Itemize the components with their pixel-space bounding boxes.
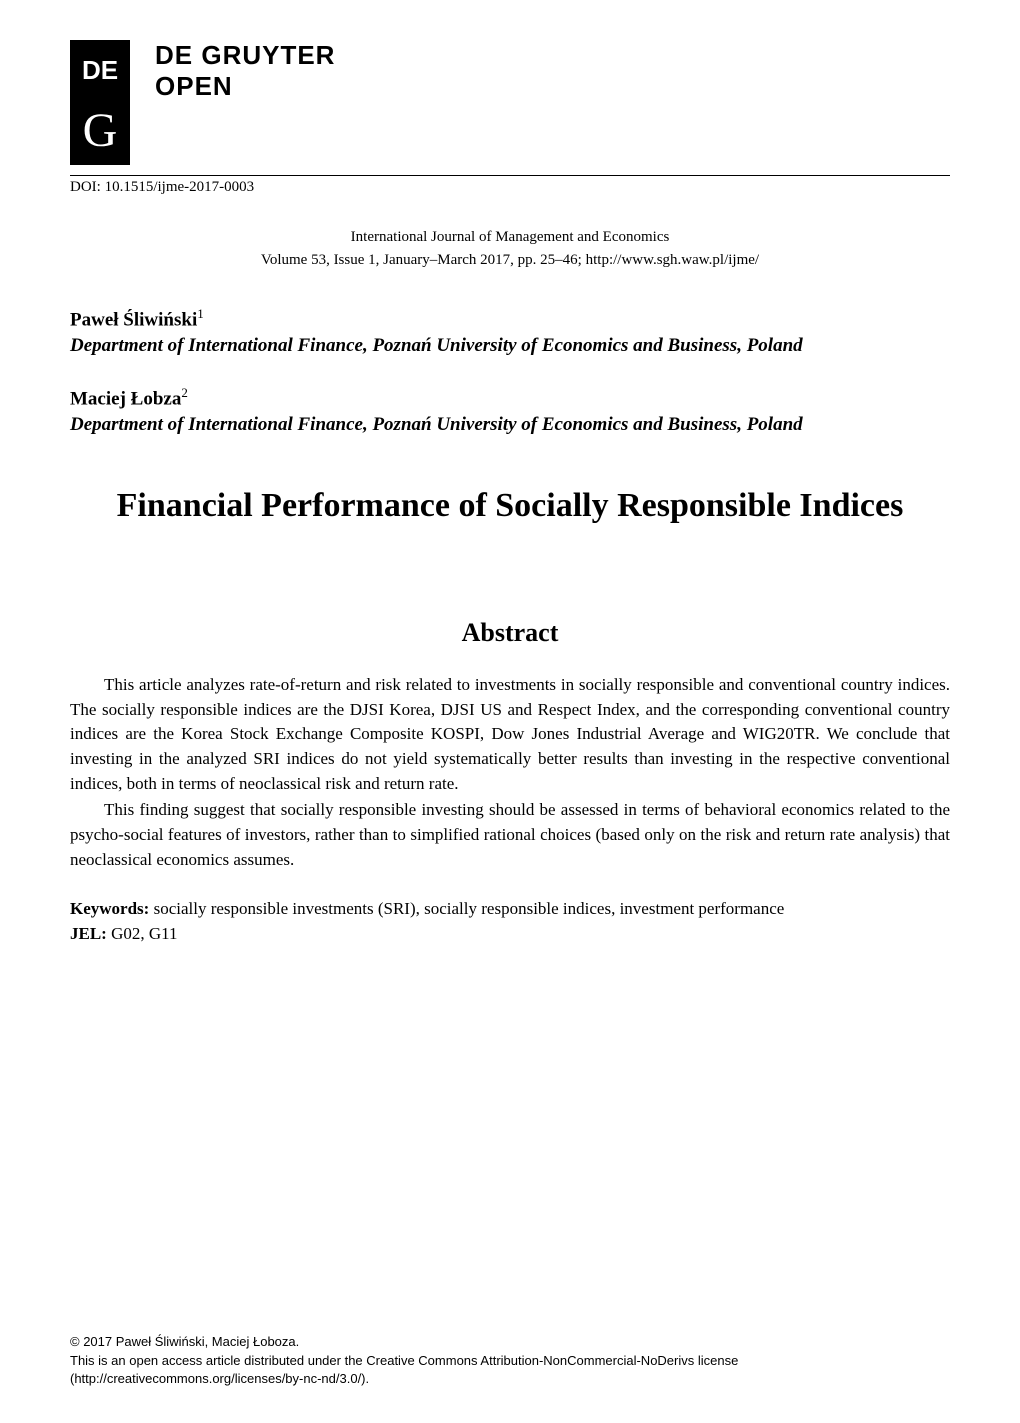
copyright-text: © 2017 Paweł Śliwiński, Maciej Łoboza. bbox=[70, 1333, 950, 1351]
author-block: Maciej Łobza2 Department of Internationa… bbox=[70, 385, 950, 439]
article-title: Financial Performance of Socially Respon… bbox=[70, 484, 950, 528]
jel-text: G02, G11 bbox=[111, 924, 177, 943]
footer-block: © 2017 Paweł Śliwiński, Maciej Łoboza. T… bbox=[70, 1333, 950, 1388]
author-affiliation: Department of International Finance, Poz… bbox=[70, 412, 950, 439]
author-affiliation: Department of International Finance, Poz… bbox=[70, 333, 950, 360]
journal-name: International Journal of Management and … bbox=[70, 226, 950, 249]
author-name-text: Maciej Łobza bbox=[70, 388, 181, 409]
author-sup: 1 bbox=[197, 306, 204, 321]
logo-g-box: G bbox=[70, 95, 130, 165]
journal-issue-line: Volume 53, Issue 1, January–March 2017, … bbox=[70, 249, 950, 272]
doi-text: DOI: 10.1515/ijme-2017-0003 bbox=[70, 175, 950, 196]
keywords-block: Keywords: socially responsible investmen… bbox=[70, 897, 950, 946]
brand-line-1: DE GRUYTER bbox=[155, 40, 335, 71]
license-text: This is an open access article distribut… bbox=[70, 1352, 950, 1388]
logo-column: DE G bbox=[70, 40, 155, 170]
publisher-logo-area: DE G DE GRUYTER OPEN bbox=[70, 40, 950, 170]
logo-de-box: DE bbox=[70, 40, 130, 100]
author-block: Paweł Śliwiński1 Department of Internati… bbox=[70, 306, 950, 360]
jel-line: JEL: G02, G11 bbox=[70, 922, 950, 947]
author-name-text: Paweł Śliwiński bbox=[70, 309, 197, 330]
keywords-line: Keywords: socially responsible investmen… bbox=[70, 897, 950, 922]
author-name: Paweł Śliwiński1 bbox=[70, 306, 950, 331]
abstract-heading: Abstract bbox=[70, 618, 950, 648]
abstract-paragraph: This article analyzes rate-of-return and… bbox=[70, 673, 950, 796]
author-sup: 2 bbox=[181, 385, 188, 400]
keywords-label: Keywords: bbox=[70, 899, 154, 918]
publisher-brand-text: DE GRUYTER OPEN bbox=[155, 40, 335, 102]
brand-line-2: OPEN bbox=[155, 71, 335, 102]
keywords-text: socially responsible investments (SRI), … bbox=[154, 899, 785, 918]
abstract-paragraph: This finding suggest that socially respo… bbox=[70, 798, 950, 872]
jel-label: JEL: bbox=[70, 924, 111, 943]
author-name: Maciej Łobza2 bbox=[70, 385, 950, 410]
journal-info-block: International Journal of Management and … bbox=[70, 226, 950, 271]
